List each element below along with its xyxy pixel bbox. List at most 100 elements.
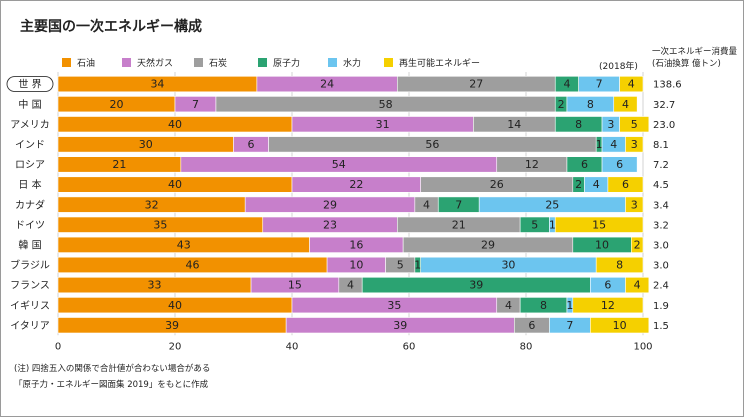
bar-value-label-row-11-series-3: 8 [540, 299, 547, 312]
bar-value-label-row-0-series-1: 24 [320, 78, 334, 91]
bar-value-label-row-2-series-3: 8 [575, 118, 582, 131]
bar-value-label-row-9-series-1: 10 [349, 259, 363, 272]
bar-value-label-row-6-series-5: 3 [631, 198, 638, 211]
bar-value-label-row-5-series-0: 40 [168, 178, 182, 191]
bar-value-label-row-7-series-3: 5 [531, 218, 538, 231]
bar-value-label-row-1-series-4: 8 [587, 98, 594, 111]
bar-segment-row-0-series-5 [619, 76, 644, 93]
bar-value-label-row-4-series-0: 21 [112, 158, 126, 171]
bar-value-label-row-7-series-1: 23 [323, 218, 337, 231]
consumption-value-row-8: 3.0 [653, 240, 669, 251]
category-label-row-1: 中 国 [18, 98, 41, 111]
legend-label-gas: 天然ガス [137, 59, 174, 69]
category-label-row-2: アメリカ [10, 119, 50, 131]
bar-value-label-row-2-series-4: 3 [607, 118, 614, 131]
bar-value-label-row-3-series-3: 1 [596, 138, 603, 151]
bar-value-label-row-12-series-2: 6 [528, 319, 535, 332]
legend-item-renewable: 再生可能エネルギー [384, 56, 480, 69]
bar-value-label-row-4-series-1: 54 [332, 158, 346, 171]
bar-segment-row-8-series-5 [630, 236, 644, 253]
bar-value-label-row-0-series-4: 7 [596, 78, 603, 91]
bar-value-label-row-5-series-4: 4 [593, 178, 600, 191]
consumption-value-row-2: 23.0 [653, 120, 675, 131]
bar-value-label-row-0-series-0: 34 [150, 78, 164, 91]
bar-value-label-row-11-series-0: 40 [168, 299, 182, 312]
legend-swatch-renewable [384, 58, 393, 67]
consumption-value-row-12: 1.5 [653, 321, 669, 332]
bar-value-label-row-7-series-2: 21 [452, 218, 466, 231]
bar-value-label-row-2-series-2: 14 [507, 118, 521, 131]
bar-value-label-row-11-series-1: 35 [387, 299, 401, 312]
legend-item-hydro: 水力 [328, 56, 361, 69]
x-tick-label-40: 40 [286, 341, 299, 352]
category-label-row-11: イギリス [10, 300, 50, 312]
x-tick-label-20: 20 [169, 341, 182, 352]
x-tick-label-100: 100 [633, 341, 652, 352]
bar-value-label-row-6-series-2: 4 [423, 198, 430, 211]
bar-value-label-row-12-series-0: 39 [165, 319, 179, 332]
legend-label-coal: 石炭 [209, 59, 228, 69]
year-note: (2018年) [599, 62, 638, 72]
legend-swatch-oil [62, 58, 71, 67]
bar-value-label-row-1-series-0: 20 [110, 98, 124, 111]
chart-title: 主要国の一次エネルギー構成 [20, 19, 202, 35]
bar-segment-row-11-series-5 [572, 297, 644, 314]
bar-segment-row-2-series-5 [619, 116, 650, 133]
bar-value-label-row-1-series-3: 2 [558, 98, 565, 111]
bar-value-label-row-11-series-2: 4 [505, 299, 512, 312]
bar-value-label-row-3-series-0: 30 [139, 138, 153, 151]
bar-segment-row-4-series-4 [601, 156, 638, 173]
x-tick-label-80: 80 [520, 341, 533, 352]
bar-value-label-row-9-series-2: 5 [397, 259, 404, 272]
x-tick-label-0: 0 [55, 341, 61, 352]
bar-value-label-row-0-series-3: 4 [563, 78, 570, 91]
bar-value-label-row-0-series-2: 27 [469, 78, 483, 91]
category-highlight-row-0 [6, 76, 54, 93]
bar-segment-row-7-series-5 [554, 216, 644, 233]
bar-value-label-row-12-series-5: 10 [613, 319, 627, 332]
source-note: 「原子力・エネルギー図面集 2019」をもとに作成 [14, 380, 209, 390]
bar-value-label-row-8-series-3: 10 [595, 238, 609, 251]
consumption-value-row-5: 4.5 [653, 180, 669, 191]
legend-item-oil: 石油 [62, 56, 95, 69]
bar-value-label-row-1-series-2: 58 [379, 98, 393, 111]
bar-value-label-row-11-series-5: 12 [601, 299, 615, 312]
legend-label-nuclear: 原子力 [273, 59, 301, 69]
bar-value-label-row-4-series-4: 6 [616, 158, 623, 171]
consumption-value-row-10: 2.4 [653, 281, 669, 292]
category-label-row-9: ブラジル [10, 259, 50, 272]
legend-swatch-hydro [328, 58, 337, 67]
bar-value-label-row-8-series-1: 16 [349, 238, 363, 251]
bar-value-label-row-2-series-1: 31 [376, 118, 390, 131]
category-label-row-8: 韓 国 [18, 239, 41, 251]
bar-value-label-row-6-series-3: 7 [455, 198, 462, 211]
bar-value-label-row-9-series-0: 46 [186, 259, 200, 272]
consumption-value-row-6: 3.4 [653, 200, 669, 211]
legend-label-renewable: 再生可能エネルギー [399, 59, 481, 69]
legend-item-nuclear: 原子力 [258, 56, 300, 69]
consumption-value-row-3: 8.1 [653, 140, 669, 151]
category-label-row-10: フランス [10, 280, 50, 292]
legend-item-gas: 天然ガス [122, 56, 173, 69]
bar-value-label-row-10-series-5: 4 [634, 279, 641, 292]
bar-value-label-row-12-series-1: 39 [393, 319, 407, 332]
consumption-value-row-11: 1.9 [653, 301, 669, 312]
bar-segment-row-9-series-5 [595, 256, 644, 274]
consumption-value-row-1: 32.7 [653, 100, 675, 111]
bar-segment-row-1-series-5 [613, 96, 638, 113]
bar-value-label-row-3-series-4: 4 [610, 138, 617, 151]
legend-swatch-gas [122, 58, 131, 67]
bar-value-label-row-2-series-5: 5 [631, 118, 638, 131]
category-label-row-4: ロシア [15, 160, 45, 171]
bar-value-label-row-6-series-4: 25 [545, 198, 559, 211]
bar-value-label-row-11-series-4: 1 [566, 299, 573, 312]
bar-value-label-row-7-series-4: 1 [549, 218, 556, 231]
bar-value-label-row-5-series-1: 22 [349, 178, 363, 191]
bar-value-label-row-6-series-1: 29 [323, 198, 337, 211]
consumption-value-row-9: 3.0 [653, 261, 669, 272]
bar-value-label-row-6-series-0: 32 [145, 198, 159, 211]
bar-value-label-row-8-series-2: 29 [481, 238, 495, 251]
category-label-row-0: 世 界 [18, 79, 41, 91]
consumption-value-row-0: 138.6 [653, 80, 682, 91]
